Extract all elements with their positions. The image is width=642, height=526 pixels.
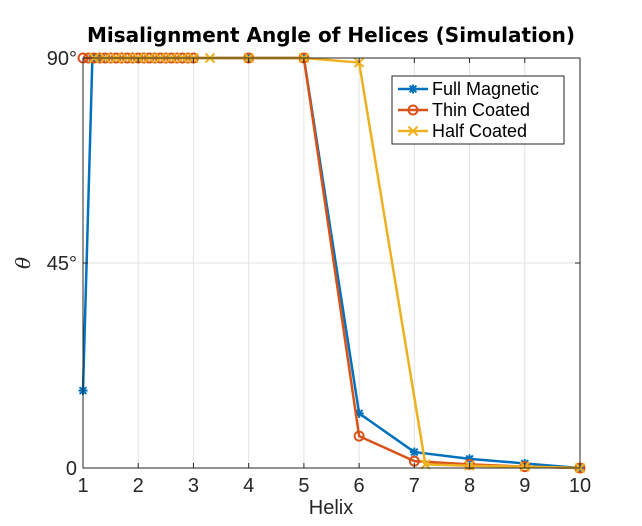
x-axis-label: Helix [309,497,353,519]
legend-label: Full Magnetic [432,79,539,99]
data-point-half-coated [420,459,431,470]
legend-entry-half-coated: Half Coated [398,121,527,141]
legend-marker [408,84,418,94]
legend-entry-thin-coated: Thin Coated [398,100,530,120]
x-tick-label: 3 [188,475,199,497]
y-axis-label: θ [11,257,35,269]
marker-stroke [407,125,419,137]
x-tick-label: 9 [519,475,530,497]
x-tick-label: 5 [298,475,309,497]
x-tick-label: 4 [243,475,254,497]
legend-entry-full-magnetic: Full Magnetic [398,79,539,99]
legend-marker [407,125,419,137]
y-tick-label: 0 [66,458,77,480]
chart-title: Misalignment Angle of Helices (Simulatio… [87,23,575,47]
x-tick-label: 2 [133,475,144,497]
data-point-full-magnetic [409,447,419,457]
y-tick-label: 45° [47,253,77,275]
x-tick-label: 1 [77,475,88,497]
marker-stroke [408,84,418,94]
x-tick-label: 8 [464,475,475,497]
legend-marker [407,104,419,116]
x-tick-label: 6 [354,475,365,497]
x-tick-label: 10 [569,475,591,497]
legend-label: Thin Coated [432,100,530,120]
y-tick-label: 90° [47,48,77,70]
marker-stroke [420,459,431,470]
x-tick-label: 7 [409,475,420,497]
marker-stroke [410,447,419,457]
data-point-thin-coated [353,430,365,442]
ticks: 1 2 3 4 5 6 7 8 9 10 0 45° 90° [47,48,591,497]
data-point-full-magnetic [354,408,364,418]
legend-label: Half Coated [432,121,527,141]
